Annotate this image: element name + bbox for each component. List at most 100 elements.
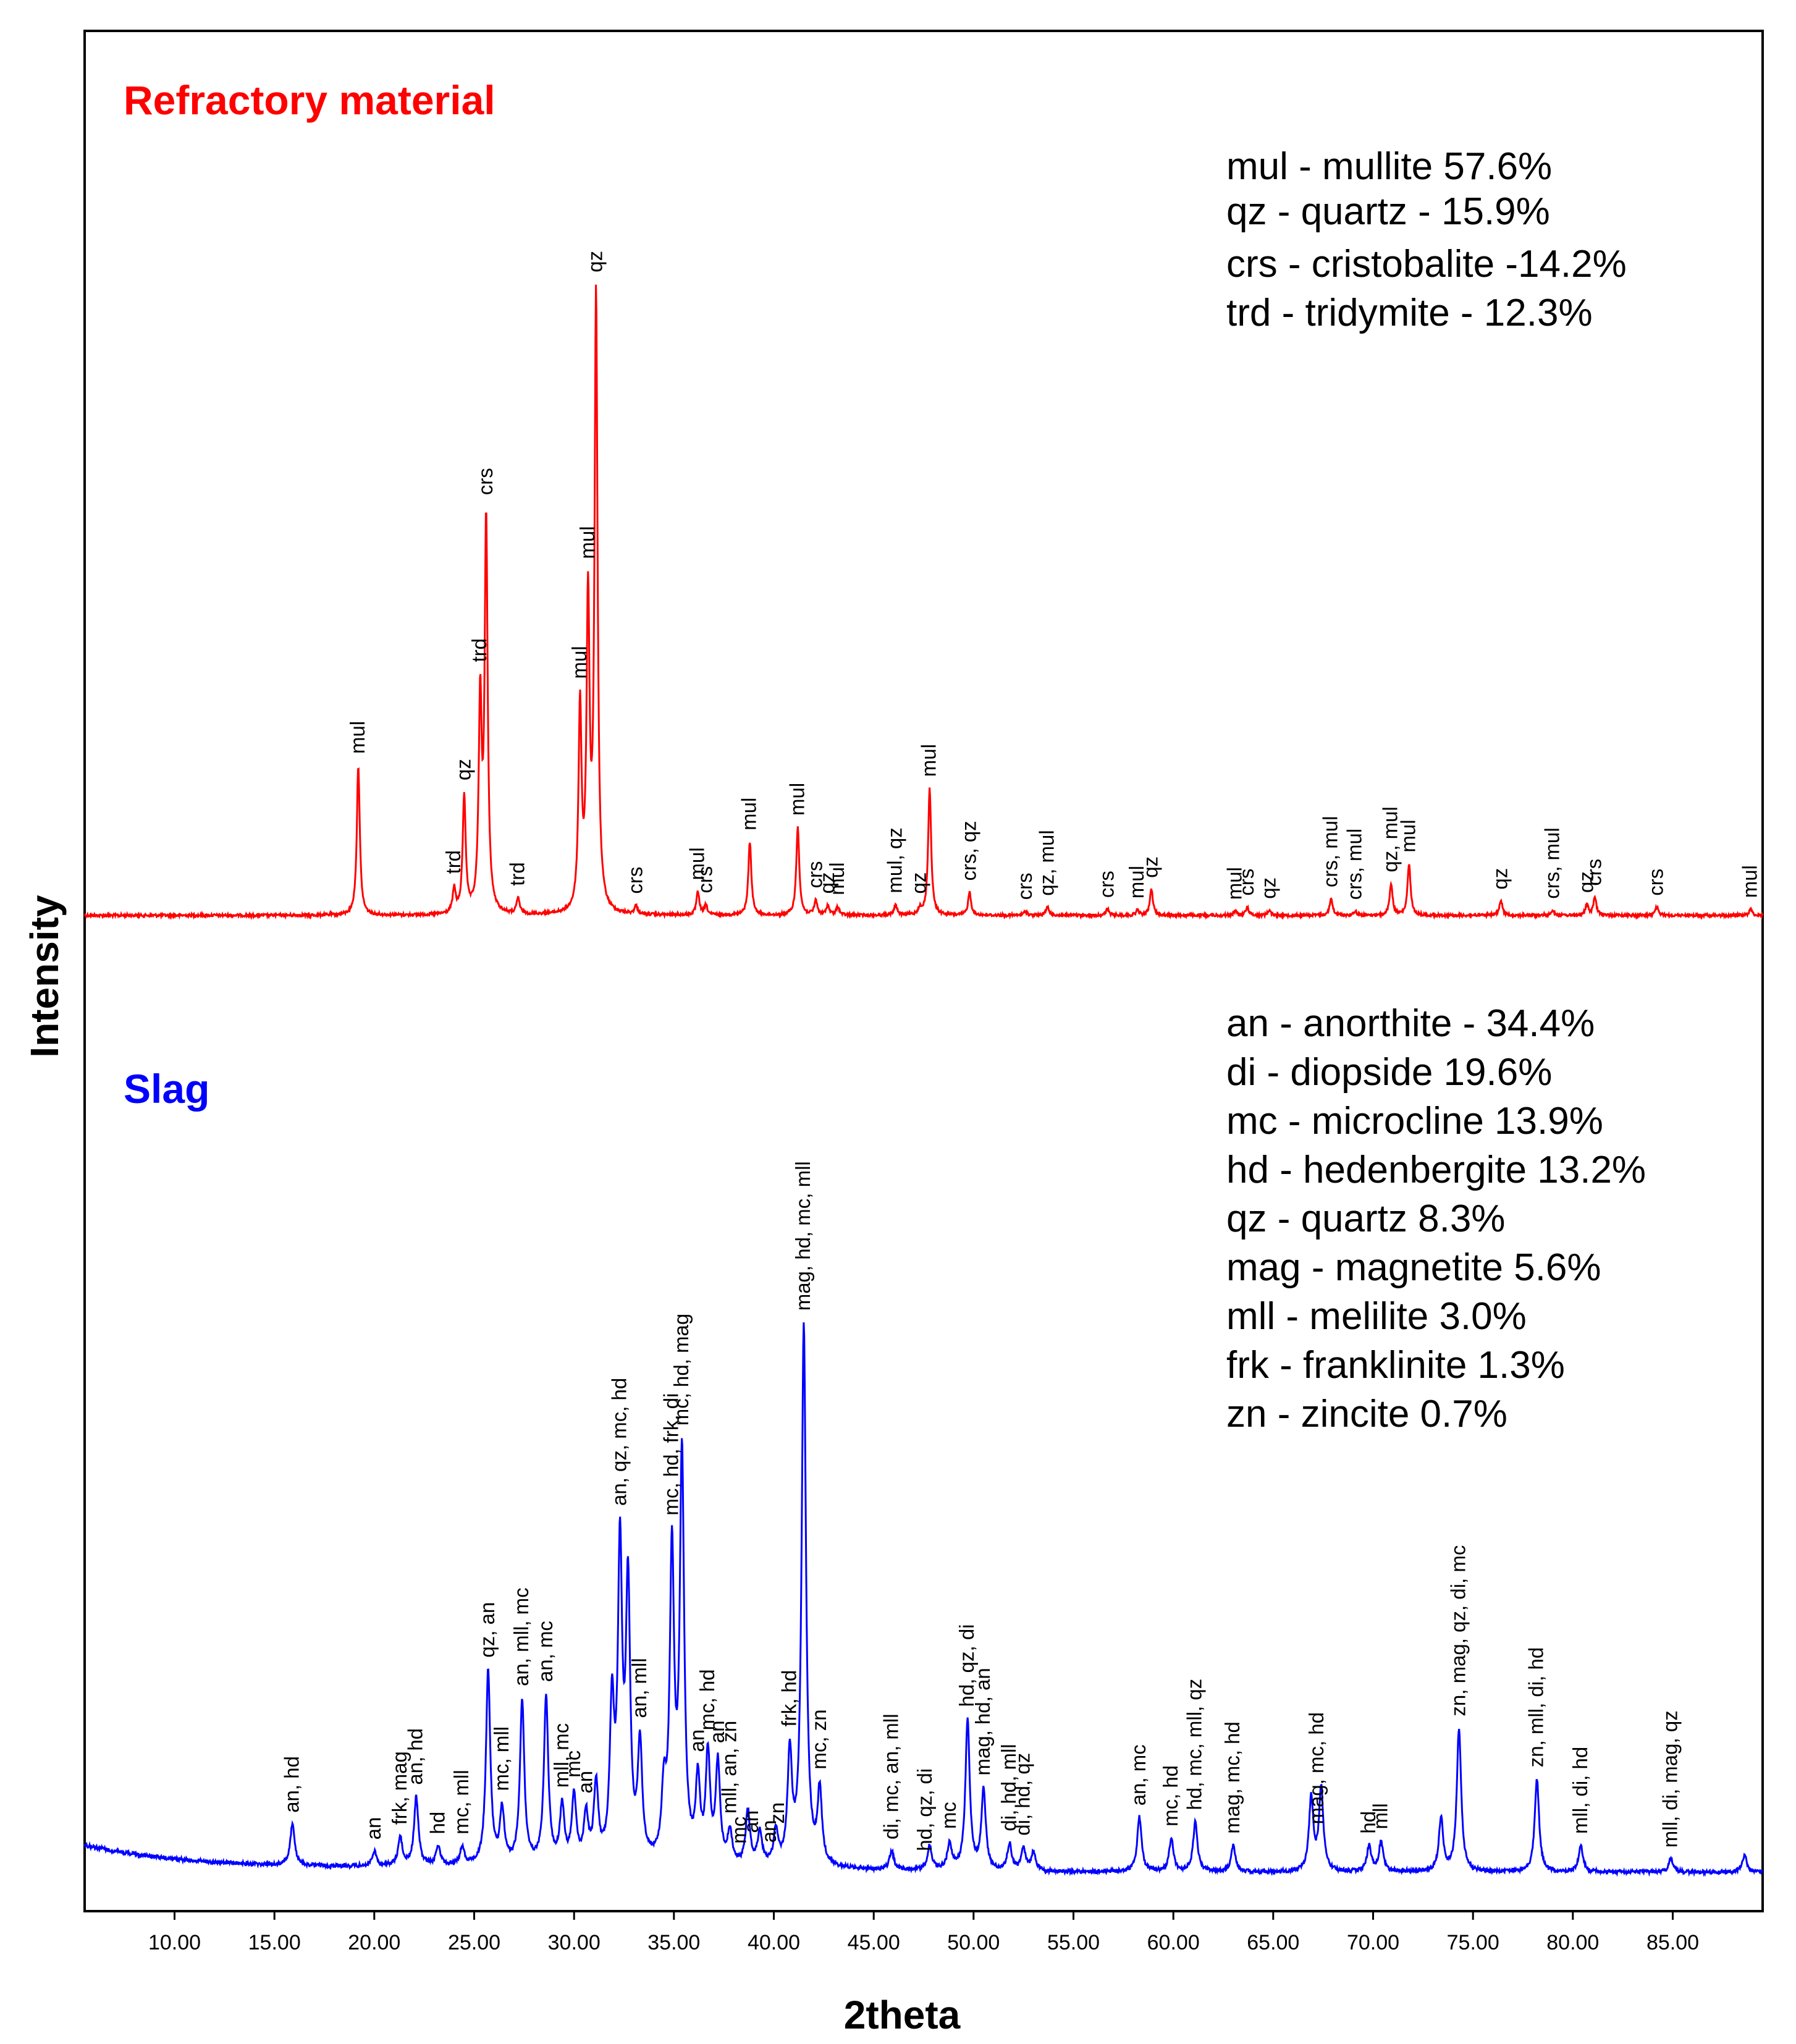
peak-label: hd [426, 1812, 449, 1835]
peak-label: an, hd [404, 1728, 427, 1785]
peak-label: mul [1397, 819, 1420, 852]
peak-label: qz [584, 251, 607, 272]
peak-label: mc, hd [696, 1669, 719, 1730]
legend-entry: qz - quartz 8.3% [1226, 1197, 1505, 1240]
legend-entry: mc - microcline 13.9% [1226, 1100, 1603, 1142]
peak-label: mag, hd, mc, mll [791, 1161, 814, 1311]
peak-label: mag, mc, hd [1221, 1721, 1244, 1834]
x-tick-label: 45.00 [848, 1931, 900, 1954]
peak-label: crs [1235, 869, 1258, 896]
peak-label: mul [1223, 867, 1246, 900]
peak-label: qz, mul [1379, 806, 1402, 872]
peak-label: qz [1575, 871, 1598, 893]
x-tick-label: 55.00 [1047, 1931, 1100, 1954]
legend-entry: qz - quartz - 15.9% [1226, 190, 1550, 233]
peak-label: qz [1488, 868, 1511, 890]
peak-label: mc [562, 1750, 584, 1778]
x-tick-label: 85.00 [1646, 1931, 1699, 1954]
peak-label: an [574, 1771, 597, 1794]
x-tick-label: 35.00 [647, 1931, 700, 1954]
peak-label: qz [1139, 856, 1162, 878]
peak-label: mll, di, hd [1569, 1747, 1592, 1834]
peak-label: frk, hd [777, 1670, 800, 1727]
peak-label: hd, mc, mll, qz [1183, 1679, 1206, 1810]
peak-label: zn, mag, qz, di, mc [1447, 1545, 1470, 1717]
peak-label: an, mll, mc [510, 1587, 533, 1686]
peak-label: mul, qz [883, 827, 906, 893]
peak-label: di, hd, mll [997, 1744, 1020, 1831]
peak-label: an, mc [1127, 1744, 1150, 1805]
peak-label: crs, qz [957, 821, 980, 881]
peak-label: di, mc, an, mll [879, 1713, 902, 1839]
peak-label: mll, an, zn [717, 1721, 740, 1814]
refractory-pattern-line [83, 284, 1764, 921]
x-tick-label: 75.00 [1447, 1931, 1499, 1954]
x-tick-label: 30.00 [548, 1931, 601, 1954]
peak-label: crs [694, 866, 717, 893]
peak-label: an [757, 1820, 780, 1843]
panel-title-slag: Slag [124, 1066, 209, 1112]
x-tick-label: 50.00 [947, 1931, 1000, 1954]
peak-label: zn [765, 1802, 788, 1824]
plot-frame [83, 30, 1764, 1912]
peak-label: an [740, 1810, 762, 1833]
peak-label: an [686, 1729, 709, 1752]
legend-entry: hd - hedenbergite 13.2% [1226, 1149, 1646, 1191]
peak-label: mc, hd [1159, 1765, 1182, 1827]
peak-label: mll, di, mag, qz [1658, 1710, 1681, 1848]
peak-label: trd [468, 638, 491, 662]
peak-label: crs [1645, 869, 1667, 896]
peak-label: an, qz, mc, hd [608, 1378, 631, 1506]
legend-entry: mul - mullite 57.6% [1226, 145, 1552, 188]
peak-label: crs [623, 867, 646, 894]
x-tick-label: 20.00 [348, 1931, 400, 1954]
peak-label: crs [474, 468, 497, 495]
peak-label: mul [1739, 865, 1761, 898]
x-tick-label: 65.00 [1247, 1931, 1299, 1954]
panel-title-refractory: Refractory material [124, 77, 495, 123]
peak-label: mc, mll [450, 1770, 473, 1834]
peak-label: hd, qz, di [913, 1768, 936, 1851]
peak-label: mul [686, 847, 709, 880]
peak-label: an, mll [628, 1658, 651, 1718]
y-axis-title: Intensity [22, 895, 67, 1058]
peak-label: mc [937, 1802, 960, 1829]
legend-entry: di - diopside 19.6% [1226, 1051, 1552, 1094]
peak-label: di, hd, qz [1011, 1753, 1034, 1836]
legend-entry: mll - melilite 3.0% [1226, 1295, 1527, 1338]
peak-label: mll, mc [550, 1723, 573, 1788]
legend-slag: an - anorthite - 34.4% di - diopside 19.… [1226, 1002, 1646, 1435]
x-axis-title: 2theta [844, 1993, 961, 2037]
peak-label: hd, qz, di [955, 1624, 978, 1707]
peak-label: mul [568, 646, 591, 678]
peak-label: mc, zn [807, 1709, 830, 1769]
peak-label: crs, mul [1319, 816, 1342, 888]
peak-label: trd [442, 850, 465, 874]
peak-label: qz, mul [1035, 830, 1058, 895]
legend-refractory: mul - mullite 57.6% qz - quartz - 15.9% … [1226, 145, 1627, 334]
peak-label: an [362, 1817, 385, 1840]
peak-label: qz [816, 872, 838, 894]
peak-label: crs [1013, 872, 1036, 900]
legend-entry: mag - magnetite 5.6% [1226, 1246, 1601, 1289]
peak-label: hd [1357, 1811, 1380, 1834]
peak-label: qz [908, 872, 930, 894]
peak-label: qz [1257, 877, 1280, 899]
peak-label: mul [917, 744, 940, 777]
peak-label: mc, hd, mag [670, 1314, 693, 1426]
peak-label: mul [346, 721, 369, 754]
x-tick-label: 70.00 [1347, 1931, 1399, 1954]
peak-label: mag, mc, hd [1305, 1712, 1328, 1825]
legend-entry: trd - tridymite - 12.3% [1226, 292, 1593, 334]
peak-label: mll [1368, 1803, 1391, 1829]
peak-label: mul [738, 798, 761, 830]
peak-label: mul [785, 783, 808, 816]
peak-label: crs, mul [1343, 829, 1365, 900]
x-tick-label: 10.00 [148, 1931, 201, 1954]
x-tick-label: 60.00 [1147, 1931, 1200, 1954]
peak-label: crs, mul [1541, 827, 1564, 899]
legend-entry: crs - cristobalite -14.2% [1226, 243, 1627, 285]
